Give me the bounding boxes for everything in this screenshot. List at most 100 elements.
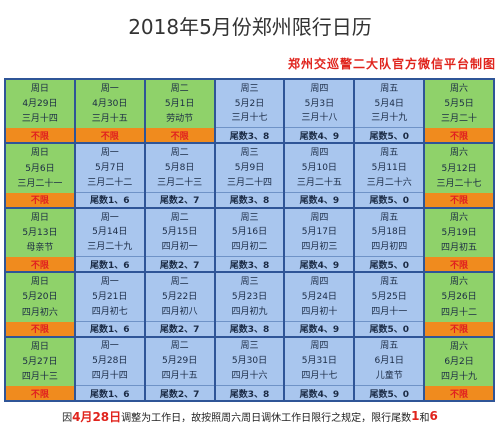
date-label: 5月1日: [164, 99, 195, 110]
lunar-label: 四月初一: [161, 242, 198, 253]
restriction-label: 不限: [6, 386, 74, 400]
restriction-label: 不限: [425, 192, 493, 207]
weekday-label: 周四: [310, 83, 329, 94]
weekday-label: 周二: [170, 84, 189, 95]
lunar-label: 三月十七: [231, 113, 268, 124]
date-label: 5月23日: [231, 291, 268, 302]
date-label: 5月2日: [234, 98, 265, 109]
date-label: 4月30日: [92, 99, 128, 110]
date-label: 5月16日: [231, 227, 268, 238]
lunar-label: 三月二十二: [87, 177, 133, 188]
lunar-label: 三月十八: [301, 113, 338, 124]
date-label: 5月12日: [441, 163, 477, 174]
restriction-label: 尾数2、7: [145, 191, 214, 207]
calendar-cell: 周六 5月26日 四月十二 不限: [425, 273, 493, 336]
calendar-cell: 周六 5月5日 三月二十 不限: [425, 80, 493, 143]
weekday-label: 周五: [380, 148, 399, 159]
restriction-label: 尾数3、8: [215, 191, 284, 207]
lunar-label: 四月十四: [91, 371, 128, 382]
restriction-label: 不限: [425, 321, 493, 336]
weekday-label: 周六: [450, 212, 469, 223]
calendar-cell: 周四 5月17日 四月初三 尾数4、9: [285, 208, 354, 272]
source-credit: 郑州交巡警二大队官方微信平台制图: [287, 56, 496, 71]
footnote-highlight-date: 4月28日: [72, 409, 122, 424]
restriction-label: 不限: [6, 321, 74, 336]
date-label: 5月4日: [374, 98, 404, 109]
restriction-label: 不限: [425, 386, 493, 400]
weekday-label: 周三: [240, 212, 259, 223]
lunar-label: 三月二十九: [87, 242, 133, 253]
calendar-cell: 周日 4月29日 三月十四 不限: [6, 80, 74, 143]
restriction-label: 不限: [6, 192, 74, 207]
calendar-cell: 周二 5月15日 四月初一 尾数2、7: [145, 208, 214, 272]
lunar-label: 四月初二: [231, 242, 268, 253]
weekday-label: 周六: [450, 84, 469, 95]
restriction-label: 尾数2、7: [145, 256, 214, 272]
lunar-label: 四月初五: [441, 243, 478, 254]
lunar-label: 四月十九: [441, 371, 478, 382]
date-label: 5月21日: [92, 291, 128, 302]
footnote-digit-a: 1: [411, 409, 420, 423]
date-label: 6月1日: [374, 356, 404, 367]
date-label: 5月5日: [444, 99, 474, 110]
lunar-label: 四月初九: [231, 306, 268, 317]
weekday-label: 周一: [100, 148, 119, 159]
calendar-cell: 周一 4月30日 三月十五 不限: [75, 80, 144, 143]
calendar-cell: 周六 5月19日四月初五不限: [425, 208, 493, 272]
footnote: 因 4月28日 调整为工作日，故按照周六周日调休工作日限行之规定，限行尾数 1 和 6: [0, 404, 500, 428]
weekday-label: 周四: [310, 148, 329, 159]
date-label: 5月26日: [441, 292, 477, 303]
date-label: 5月19日: [441, 227, 477, 238]
restriction-label: 尾数4、9: [285, 127, 354, 143]
lunar-label: 三月二十四: [226, 177, 272, 188]
calendar-cell: 周四 5月10日 三月二十五 尾数4、9: [285, 144, 354, 207]
lunar-label: 三月十五: [91, 114, 128, 125]
footnote-digit-b: 6: [429, 409, 438, 423]
weekday-label: 周日: [30, 212, 49, 223]
lunar-label: 四月十二: [441, 307, 478, 318]
date-label: 5月18日: [371, 227, 407, 238]
lunar-label: 三月十九: [371, 113, 408, 124]
date-label: 5月9日: [234, 163, 265, 174]
weekday-label: 周一: [100, 341, 119, 352]
calendar-cell: 周六 6月2日 四月十九 不限: [425, 337, 493, 400]
restriction-label: 尾数5、0: [355, 385, 424, 400]
weekday-label: 周一: [100, 84, 119, 95]
date-label: 5月29日: [162, 356, 198, 367]
lunar-label: 四月初四: [371, 242, 408, 253]
weekday-label: 周一: [100, 212, 119, 223]
weekday-label: 周六: [450, 341, 469, 352]
lunar-label: 三月二十一: [17, 178, 63, 189]
date-label: 5月10日: [301, 163, 337, 174]
calendar-cell: 周一 5月28日 四月十四 尾数1、6: [75, 337, 144, 400]
lunar-label: 四月初八: [161, 306, 198, 317]
date-label: 5月13日: [22, 227, 58, 238]
calendar-cell: 周三 5月30日 四月十六 尾数3、8: [215, 337, 284, 400]
date-label: 5月6日: [25, 163, 55, 174]
lunar-label: 三月二十六: [366, 177, 412, 188]
restriction-label: 尾数5、0: [355, 127, 424, 143]
lunar-label: 四月初六: [21, 307, 58, 318]
weekday-label: 周五: [380, 212, 399, 223]
lunar-label: 三月二十三: [157, 177, 203, 188]
weekday-label: 周五: [380, 341, 399, 352]
page-title: 2018年5月份郑州限行日历: [128, 14, 372, 39]
weekday-label: 周一: [100, 277, 119, 288]
footnote-and: 和: [419, 412, 430, 424]
calendar-cell: 周四 5月24日 四月初十 尾数4、9: [285, 273, 354, 336]
calendar-cell: 周二 5月29日 四月十五 尾数2、7: [145, 337, 214, 400]
weekday-label: 周二: [170, 212, 189, 223]
weekday-label: 周三: [240, 277, 259, 288]
lunar-label: 儿童节: [375, 371, 403, 382]
calendar-cell: 周日 5月20日 四月初六 不限: [6, 273, 74, 336]
restriction-label: 不限: [425, 128, 493, 143]
restriction-label: 尾数4、9: [285, 191, 354, 207]
calendar-cell: 周二 5月22日 四月初八 尾数2、7: [145, 273, 214, 336]
restriction-label: 不限: [425, 257, 493, 272]
weekday-label: 周三: [240, 148, 259, 159]
weekday-label: 周日: [30, 341, 49, 352]
date-label: 5月25日: [371, 291, 407, 302]
calendar-cell: 周三 5月2日 三月十七 尾数3、8: [215, 80, 284, 143]
date-label: 5月14日: [92, 227, 128, 238]
lunar-label: 四月十五: [161, 371, 198, 382]
